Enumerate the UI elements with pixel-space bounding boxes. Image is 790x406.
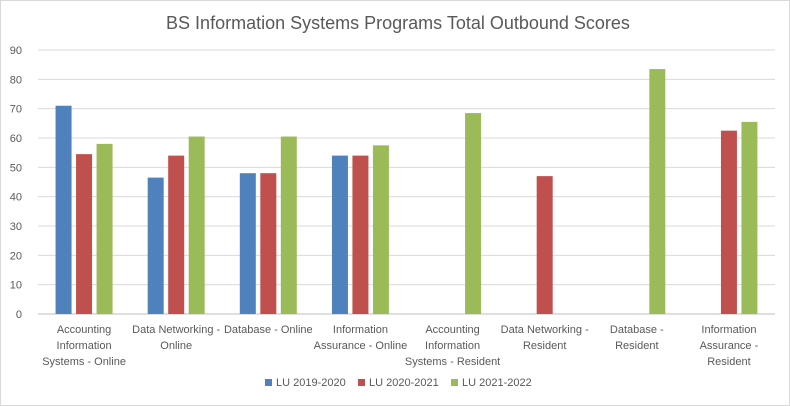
bar <box>536 176 553 314</box>
legend-swatch <box>358 379 365 386</box>
y-tick-label: 10 <box>10 280 22 292</box>
bar <box>96 143 113 314</box>
bar <box>168 155 185 314</box>
bar <box>55 105 72 314</box>
category-label: Database - Online <box>224 324 313 336</box>
legend-label: LU 2021-2022 <box>462 377 532 389</box>
bar <box>188 136 205 314</box>
bar <box>465 113 482 314</box>
bar <box>260 173 277 314</box>
category-label: Information Assurance -Resident <box>700 324 759 368</box>
chart-title: BS Information Systems Programs Total Ou… <box>166 13 630 33</box>
bar <box>741 121 758 314</box>
category-label: Database -Resident <box>610 324 664 352</box>
legend-label: LU 2019-2020 <box>276 377 346 389</box>
category-label: Data Networking -Online <box>132 324 220 352</box>
category-label: Information Assurance - Online <box>314 324 408 352</box>
bar <box>280 136 297 314</box>
y-tick-label: 90 <box>10 45 22 57</box>
y-tick-label: 0 <box>16 309 22 321</box>
y-tick-label: 20 <box>10 250 22 262</box>
legend-swatch <box>265 379 272 386</box>
y-tick-label: 30 <box>10 221 22 233</box>
bar <box>76 154 93 314</box>
category-labels: Accounting Information Systems - OnlineDat… <box>42 324 758 368</box>
category-label: Accounting Information Systems - Online <box>42 324 126 368</box>
y-tick-label: 60 <box>10 133 22 145</box>
y-tick-label: 40 <box>10 192 22 204</box>
bar <box>649 69 666 314</box>
bar <box>720 130 737 314</box>
y-tick-label: 80 <box>10 74 22 86</box>
bar <box>331 155 348 314</box>
y-axis-ticks: 0 10 20 30 40 50 60 70 80 90 <box>10 45 22 321</box>
bar <box>147 177 164 314</box>
category-label: Accounting Information Systems - Resident <box>405 324 500 368</box>
legend-label: LU 2020-2021 <box>369 377 439 389</box>
bar <box>372 145 389 314</box>
category-label: Data Networking -Resident <box>501 324 589 352</box>
y-tick-label: 50 <box>10 162 22 174</box>
y-tick-label: 70 <box>10 104 22 116</box>
bar <box>239 173 256 314</box>
legend-swatch <box>451 379 458 386</box>
bars <box>55 69 758 314</box>
bar <box>352 155 369 314</box>
legend: LU 2019-2020 LU 2020-2021 LU 2021-2022 <box>265 377 532 389</box>
